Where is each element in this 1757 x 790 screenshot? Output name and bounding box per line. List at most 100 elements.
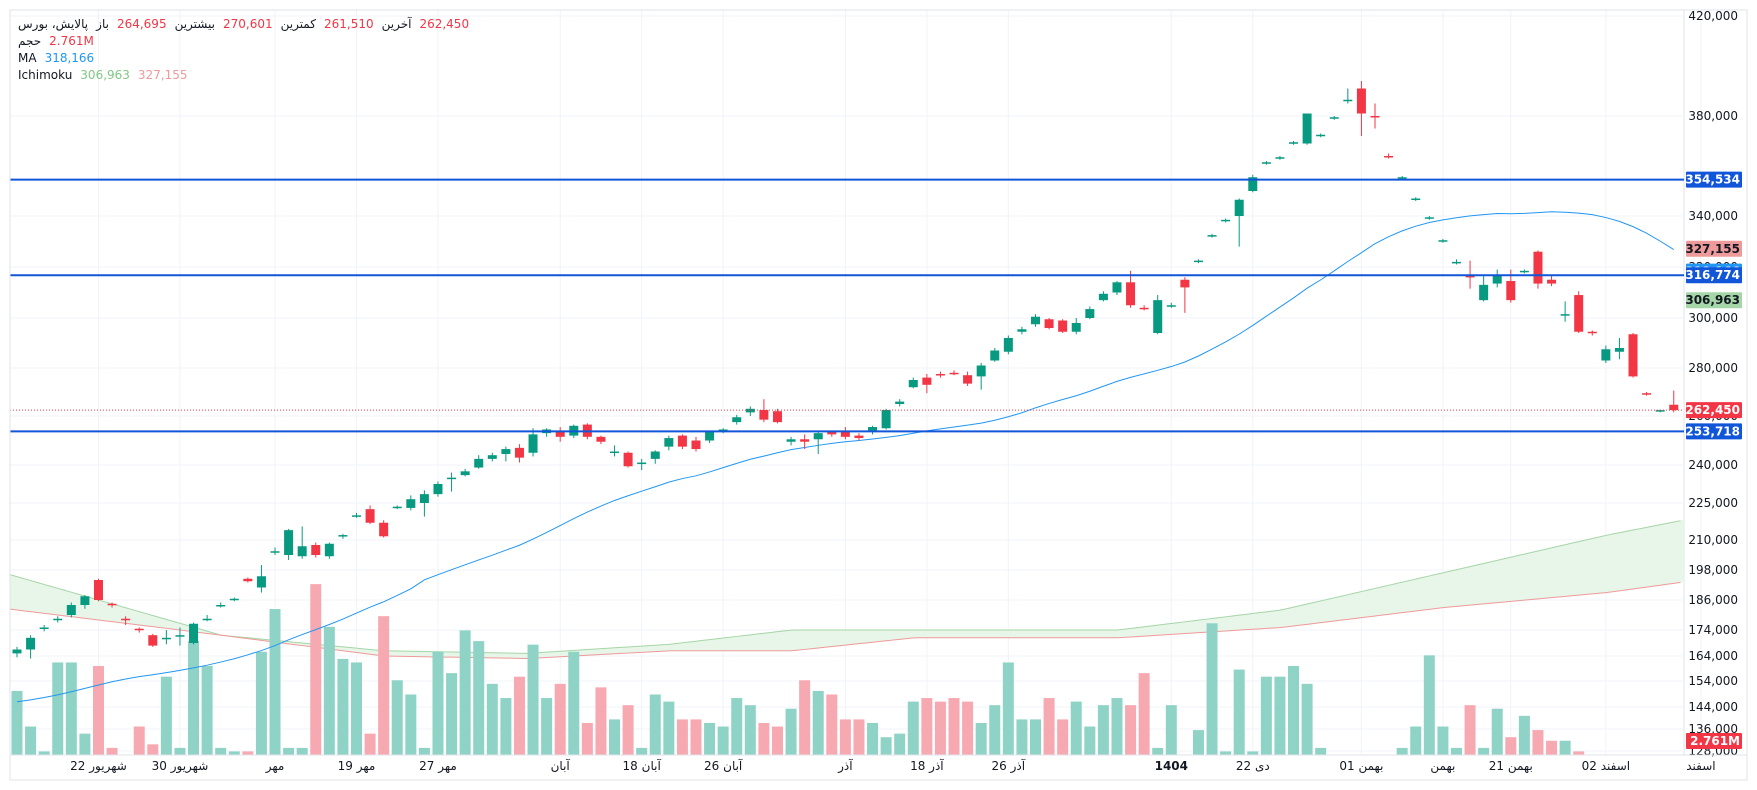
volume-bar — [38, 751, 50, 755]
candle — [270, 547, 280, 555]
candle — [637, 458, 647, 471]
candle — [1533, 250, 1543, 289]
candle-body — [1112, 282, 1122, 293]
candle — [1424, 216, 1434, 220]
candle — [1044, 318, 1054, 330]
price-axis-label: 300,000 — [1688, 311, 1738, 325]
candle-body — [596, 436, 606, 442]
volume-bar — [649, 694, 661, 755]
candle-body — [1560, 314, 1570, 316]
candle — [419, 490, 429, 517]
candle-body — [772, 411, 782, 423]
candle-body — [365, 509, 375, 523]
candle — [1384, 153, 1394, 159]
candle — [1479, 274, 1489, 302]
volume-bar — [296, 747, 308, 755]
level-badge-bg — [1686, 423, 1742, 440]
candle-body — [1411, 198, 1421, 200]
ichimoku-legend-row[interactable]: Ichimoku 306,963 327,155 — [18, 67, 469, 84]
candle — [311, 542, 321, 558]
volume-bar — [1206, 623, 1218, 755]
price-axis-label: 380,000 — [1688, 109, 1738, 123]
candle — [664, 435, 674, 451]
candle-body — [1316, 134, 1326, 137]
candle — [732, 414, 742, 425]
volume-legend-row[interactable]: حجم 2.761M — [18, 33, 469, 50]
candle-body — [705, 431, 715, 441]
volume-bar — [867, 722, 879, 755]
candle — [1492, 269, 1502, 288]
volume-bar — [541, 698, 553, 755]
candle — [895, 399, 905, 407]
level-badge-label: 316,774 — [1685, 268, 1740, 282]
candle-body — [745, 408, 755, 413]
volume-bar — [975, 722, 987, 755]
candle-body — [216, 605, 226, 607]
price-axis: 128,000136,000144,000154,000164,000174,0… — [1688, 9, 1738, 758]
time-axis-label: 27 مهر — [419, 759, 457, 774]
candle — [514, 444, 524, 463]
badge-lag-bg — [1686, 240, 1742, 257]
high-label: بیشترین — [174, 17, 215, 31]
volume-bar — [310, 584, 322, 755]
candle — [691, 436, 701, 452]
candle-body — [1424, 217, 1434, 219]
candle — [161, 630, 171, 645]
volume-bar — [771, 726, 783, 755]
candle — [121, 616, 131, 625]
volume-bar — [513, 676, 525, 755]
candle — [284, 528, 294, 560]
price-axis-label: 210,000 — [1688, 533, 1738, 547]
candle — [1560, 301, 1570, 322]
volume-bar — [1084, 726, 1096, 755]
candle-body — [1370, 116, 1380, 118]
candle — [1411, 197, 1421, 201]
volume-bar — [1450, 747, 1462, 755]
ma-legend-row[interactable]: MA 318,166 — [18, 50, 469, 67]
candle — [66, 602, 76, 618]
candle — [1587, 330, 1597, 336]
volume-bar — [1002, 662, 1014, 755]
candle — [1289, 141, 1299, 145]
candle-body — [637, 462, 647, 465]
volume-bar — [92, 666, 104, 755]
candle-body — [990, 350, 1000, 361]
candle-body — [501, 449, 511, 454]
candle — [256, 565, 266, 593]
volume-bar — [1437, 726, 1449, 755]
candle-body — [935, 374, 945, 376]
candle — [406, 495, 416, 511]
symbol-name[interactable]: پالایش، بورس — [18, 17, 89, 31]
candle — [460, 468, 470, 477]
volume-value: 2.761M — [49, 34, 94, 48]
level-badge: 354,534 — [1685, 171, 1742, 188]
volume-bar — [405, 694, 417, 755]
candle — [990, 348, 1000, 362]
time-axis: 22 شهریور 30 شهریور مهر 19 مهر 27 مهر آبان 18 … — [70, 758, 1715, 774]
candle — [39, 625, 49, 632]
candle — [1370, 103, 1380, 129]
volume-bar — [934, 701, 946, 755]
candle — [148, 633, 158, 647]
volume-bar — [1396, 747, 1408, 755]
candle-body — [1139, 307, 1149, 310]
candle-body — [1221, 219, 1231, 222]
volume-bar — [337, 658, 349, 755]
candle — [1275, 156, 1285, 160]
volume-bar — [907, 701, 919, 755]
last-price-badge: 262,450 — [1685, 402, 1742, 419]
volume-bar — [853, 719, 865, 755]
price-axis-label: 164,000 — [1688, 649, 1738, 663]
ma-label: MA — [18, 51, 37, 65]
candle — [243, 577, 253, 583]
open-value: 264,695 — [116, 17, 167, 31]
candle-body — [93, 580, 103, 600]
candle — [1356, 81, 1366, 136]
volume-bar — [921, 698, 933, 755]
candle-body — [148, 635, 158, 646]
volume-bar — [432, 651, 444, 755]
volume-bar — [731, 698, 743, 755]
volume-bar — [785, 708, 797, 755]
